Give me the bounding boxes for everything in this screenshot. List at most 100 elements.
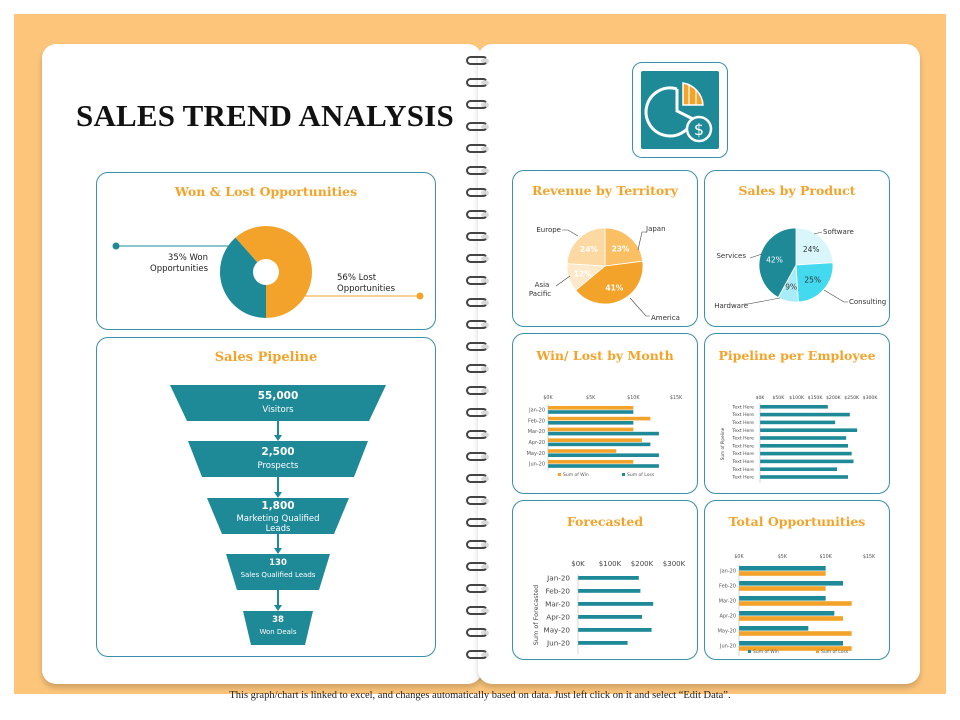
bar bbox=[739, 641, 843, 646]
y-tick-label: Jun-20 bbox=[546, 638, 570, 647]
ring-wire bbox=[466, 56, 488, 65]
x-tick-label: $0K bbox=[571, 560, 585, 568]
forecasted-chart: $0K $100K $200K $300K Jan-20 Feb-20 Mar-20 Apr-… bbox=[532, 560, 686, 654]
binding-ring bbox=[466, 298, 494, 308]
pipeline-employee-card: Pipeline per Employee bbox=[704, 333, 890, 494]
binding-ring bbox=[466, 100, 494, 110]
binding-ring bbox=[466, 276, 494, 286]
y-tick-label: Jan-20 bbox=[719, 569, 736, 575]
ring-wire bbox=[466, 452, 488, 461]
bar bbox=[578, 628, 652, 632]
y-tick-label: Feb-20 bbox=[546, 586, 571, 595]
legend-swatch bbox=[816, 650, 819, 653]
ring-wire bbox=[466, 342, 488, 351]
japan-leader bbox=[637, 231, 646, 251]
y-tick-label: Text Here bbox=[731, 451, 754, 457]
bar bbox=[578, 589, 641, 593]
y-tick-label: Jan-20 bbox=[546, 573, 570, 582]
forecasted-title: Forecasted bbox=[566, 514, 644, 529]
ring-wire bbox=[466, 496, 488, 505]
funnel-arrow-head bbox=[274, 435, 282, 441]
japan-label: Japan bbox=[645, 225, 666, 233]
x-tick-label: $300K bbox=[663, 560, 686, 568]
x-tick-label: $50K bbox=[772, 395, 785, 401]
funnel-stage-value: 130 bbox=[269, 558, 287, 568]
winlost-month-chart: $0K $5K $10K $15K Jan-20 Feb-20 Mar-20 Apr-20 Ma… bbox=[527, 395, 683, 478]
funnel-stage-label: Visitors bbox=[262, 405, 294, 415]
bar bbox=[548, 416, 651, 421]
ring-wire bbox=[466, 650, 488, 659]
funnel-stage bbox=[170, 385, 386, 421]
consulting-leader bbox=[823, 289, 848, 303]
binding-ring bbox=[466, 540, 494, 550]
y-tick-label: Text Here bbox=[731, 459, 754, 465]
ring-wire bbox=[466, 188, 488, 197]
revenue-value-label: 23% bbox=[612, 244, 630, 253]
lost-label: 56% Lost Opportunities bbox=[337, 273, 417, 295]
bar bbox=[548, 431, 659, 436]
binding-ring bbox=[466, 408, 494, 418]
america-leader bbox=[629, 297, 650, 317]
ring-wire bbox=[466, 100, 488, 109]
ring-wire bbox=[466, 562, 488, 571]
total-opps-chart: $0K $5K $10K $15K Jan-20 Feb-20 Mar-20 Apr-20 Ma… bbox=[718, 554, 876, 656]
y-tick-label: Jun-20 bbox=[719, 644, 736, 650]
y-tick-label: Feb-20 bbox=[719, 584, 736, 590]
lost-label-line1: 56% Lost bbox=[337, 273, 377, 283]
binding-ring bbox=[466, 56, 494, 66]
binding-ring bbox=[466, 430, 494, 440]
bar bbox=[739, 586, 826, 591]
page-title: SALES TREND ANALYSIS bbox=[76, 98, 454, 133]
y-tick-label: Mar-20 bbox=[719, 599, 736, 605]
binding-ring bbox=[466, 210, 494, 220]
binding-ring bbox=[466, 78, 494, 88]
spiral-binding bbox=[466, 52, 496, 672]
bar bbox=[760, 436, 847, 440]
revenue-value-label: 41% bbox=[605, 284, 623, 293]
pie-chart-dollar-icon: $ bbox=[641, 71, 719, 149]
y-tick-label: Text Here bbox=[731, 404, 754, 410]
legend-swatch bbox=[558, 473, 561, 476]
bar bbox=[739, 646, 852, 651]
total-opps-title: Total Opportunities bbox=[728, 514, 866, 529]
bar bbox=[739, 626, 809, 631]
y-tick-label: Jan-20 bbox=[528, 408, 545, 414]
bar bbox=[739, 566, 826, 571]
consulting-label: Consulting bbox=[849, 298, 886, 306]
binding-ring bbox=[466, 650, 494, 660]
funnel-arrow-head bbox=[274, 605, 282, 611]
y-tick-label: May-20 bbox=[544, 625, 571, 634]
legend-swatch bbox=[622, 473, 625, 476]
bar bbox=[739, 601, 852, 606]
bar bbox=[760, 428, 858, 432]
funnel-arrow-head bbox=[274, 492, 282, 498]
bar bbox=[739, 596, 826, 601]
product-value-label: 9% bbox=[785, 283, 797, 292]
binding-ring bbox=[466, 474, 494, 484]
funnel-stage-label: Sales Qualified Leads bbox=[241, 571, 316, 579]
logo-card: $ bbox=[632, 62, 728, 158]
bar bbox=[760, 475, 848, 479]
y-tick-label: Apr-20 bbox=[529, 440, 546, 446]
revenue-value-label: 12% bbox=[574, 269, 592, 278]
svg-text:$: $ bbox=[694, 120, 704, 139]
funnel-stage bbox=[207, 498, 349, 534]
winlost-month-title: Win/ Lost by Month bbox=[536, 348, 674, 363]
donut-hole bbox=[253, 259, 279, 285]
lost-leader-dot bbox=[416, 292, 424, 300]
won-label-line1: 35% Won bbox=[167, 253, 208, 263]
revenue-slice bbox=[575, 260, 644, 305]
funnel-stage-value: 2,500 bbox=[261, 446, 294, 458]
ring-wire bbox=[466, 518, 488, 527]
binding-ring bbox=[466, 188, 494, 198]
y-axis-title: Sum of Forecasted bbox=[532, 585, 540, 646]
binding-ring bbox=[466, 562, 494, 572]
forecasted-card: Forecasted bbox=[512, 500, 698, 660]
bar bbox=[578, 641, 628, 645]
revenue-value-label: 24% bbox=[580, 245, 598, 254]
bar bbox=[548, 421, 634, 425]
america-label: America bbox=[651, 314, 680, 322]
legend-label: Sum of Loss bbox=[821, 649, 849, 655]
funnel-stage bbox=[226, 554, 330, 590]
ring-wire bbox=[466, 386, 488, 395]
